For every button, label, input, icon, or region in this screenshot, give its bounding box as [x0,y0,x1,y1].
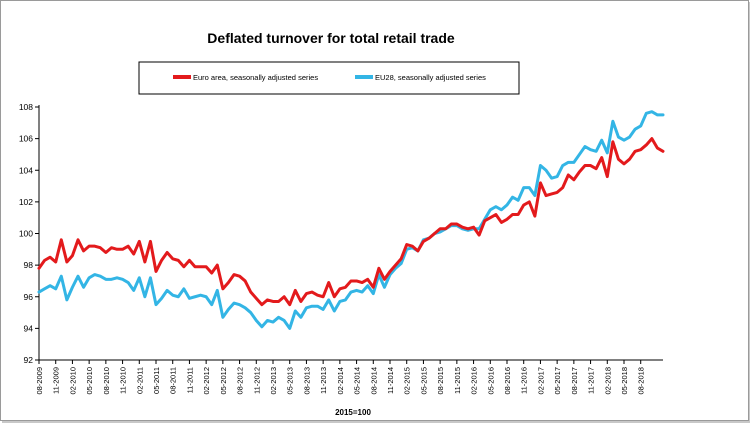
y-tick-label: 100 [19,229,33,239]
legend-label-euro-area: Euro area, seasonally adjusted series [193,73,318,82]
y-axis: 92 94 96 98 100 102 104 106 108 [19,102,40,365]
y-tick-label: 98 [24,260,34,270]
chart-title: Deflated turnover for total retail trade [207,30,455,46]
legend: Euro area, seasonally adjusted series EU… [138,61,520,95]
x-tick-label: 02-2011 [135,367,144,394]
x-tick-label: 11-2011 [185,367,194,393]
x-tick-label: 05-2018 [620,367,629,395]
x-tick-label: 05-2017 [553,367,562,395]
series-lines [37,110,665,330]
x-tick-label: 08-2018 [637,367,646,395]
x-tick-label: 02-2017 [536,367,545,395]
x-tick-label: 02-2013 [269,367,278,395]
x-tick-label: 05-2013 [286,367,295,395]
x-tick-label: 08-2011 [169,367,178,394]
x-tick-label: 02-2010 [68,367,77,395]
series-line-eu28 [37,110,665,330]
x-tick-label: 08-2015 [436,367,445,395]
y-tick-label: 96 [24,292,34,302]
x-tick-label: 08-2016 [503,367,512,395]
y-tick-label: 94 [24,323,34,333]
x-tick-label: 08-2014 [369,367,378,395]
x-tick-label: 08-2012 [236,367,245,395]
y-tick-label: 108 [19,102,33,112]
x-tick-label: 02-2015 [403,367,412,395]
x-tick-label: 05-2014 [353,367,362,395]
y-tick-label: 106 [19,134,33,144]
x-tick-label: 08-2017 [570,367,579,395]
x-tick-label: 11-2012 [252,367,261,394]
x-tick-label: 05-2010 [85,367,94,395]
x-tick-label: 02-2012 [202,367,211,395]
x-tick-label: 08-2010 [102,367,111,395]
x-tick-label: 11-2010 [119,367,128,394]
series-line-euro-area [37,137,665,307]
y-tick-label: 104 [19,165,33,175]
x-tick-label: 02-2016 [470,367,479,395]
x-tick-label: 11-2015 [453,367,462,394]
x-tick-label: 11-2013 [319,367,328,394]
x-tick-label: 11-2009 [52,367,61,394]
x-tick-label: 05-2011 [152,367,161,394]
x-axis: 08-2009 11-2009 02-2010 05-2010 08-2010 11-20… [35,359,663,395]
x-tick-label: 11-2017 [587,367,596,394]
y-tick-label: 92 [24,355,34,365]
x-tick-label: 02-2014 [336,367,345,395]
x-tick-label: 05-2012 [219,367,228,395]
x-axis-label: 2015=100 [335,408,371,417]
x-tick-label: 08-2013 [302,367,311,395]
legend-label-eu28: EU28, seasonally adjusted series [375,73,486,82]
y-tick-label: 102 [19,197,33,207]
x-tick-label: 11-2016 [520,367,529,394]
x-tick-label: 05-2016 [486,367,495,395]
x-tick-label: 05-2015 [419,367,428,395]
x-tick-label: 11-2014 [386,367,395,394]
legend-box [138,61,520,95]
x-tick-label: 02-2018 [603,367,612,395]
x-tick-label: 08-2009 [35,367,44,395]
